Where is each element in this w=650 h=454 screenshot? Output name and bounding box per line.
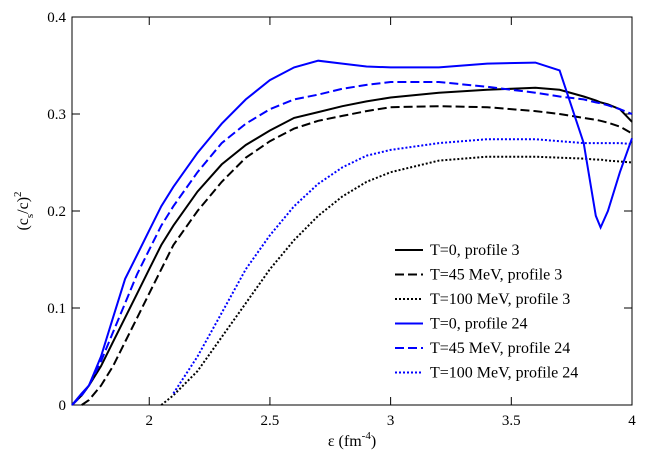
x-tick-label: 2 [145, 413, 153, 429]
data-line [71, 59, 633, 406]
x-tick-label: 4 [628, 413, 636, 429]
y-label-sub: s [24, 214, 36, 218]
y-label-mid: /c) [15, 197, 32, 214]
x-label-sup: -4 [362, 430, 372, 442]
y-tick-label: 0.4 [47, 10, 66, 26]
y-tick-label: 0 [59, 398, 67, 414]
y-label-text: (c [15, 218, 32, 230]
y-axis-label: (cs/c)2 [12, 191, 36, 230]
x-label-text: ε (fm [328, 433, 362, 450]
legend-label: T=0, profile 3 [430, 242, 519, 259]
data-line [81, 105, 633, 406]
y-label-sup: 2 [12, 191, 24, 197]
y-tick-label: 0.2 [47, 204, 66, 220]
x-tick-label: 2.5 [261, 413, 280, 429]
legend-label: T=0, profile 24 [430, 316, 527, 333]
y-tick-label: 0.3 [47, 107, 66, 123]
data-line [71, 81, 633, 406]
legend-label: T=45 MeV, profile 24 [430, 340, 570, 357]
legend-label: T=100 MeV, profile 24 [430, 365, 578, 382]
x-tick-label: 3.5 [502, 413, 521, 429]
data-line [172, 138, 633, 394]
legend-label: T=45 MeV, profile 3 [430, 267, 562, 284]
data-line [160, 155, 633, 406]
x-label-end: ) [371, 433, 376, 450]
legend-label: T=100 MeV, profile 3 [430, 291, 570, 308]
y-tick-label: 0.1 [47, 301, 66, 317]
x-tick-label: 3 [387, 413, 395, 429]
x-axis-label: ε (fm-4) [328, 430, 376, 450]
data-line [71, 86, 633, 406]
